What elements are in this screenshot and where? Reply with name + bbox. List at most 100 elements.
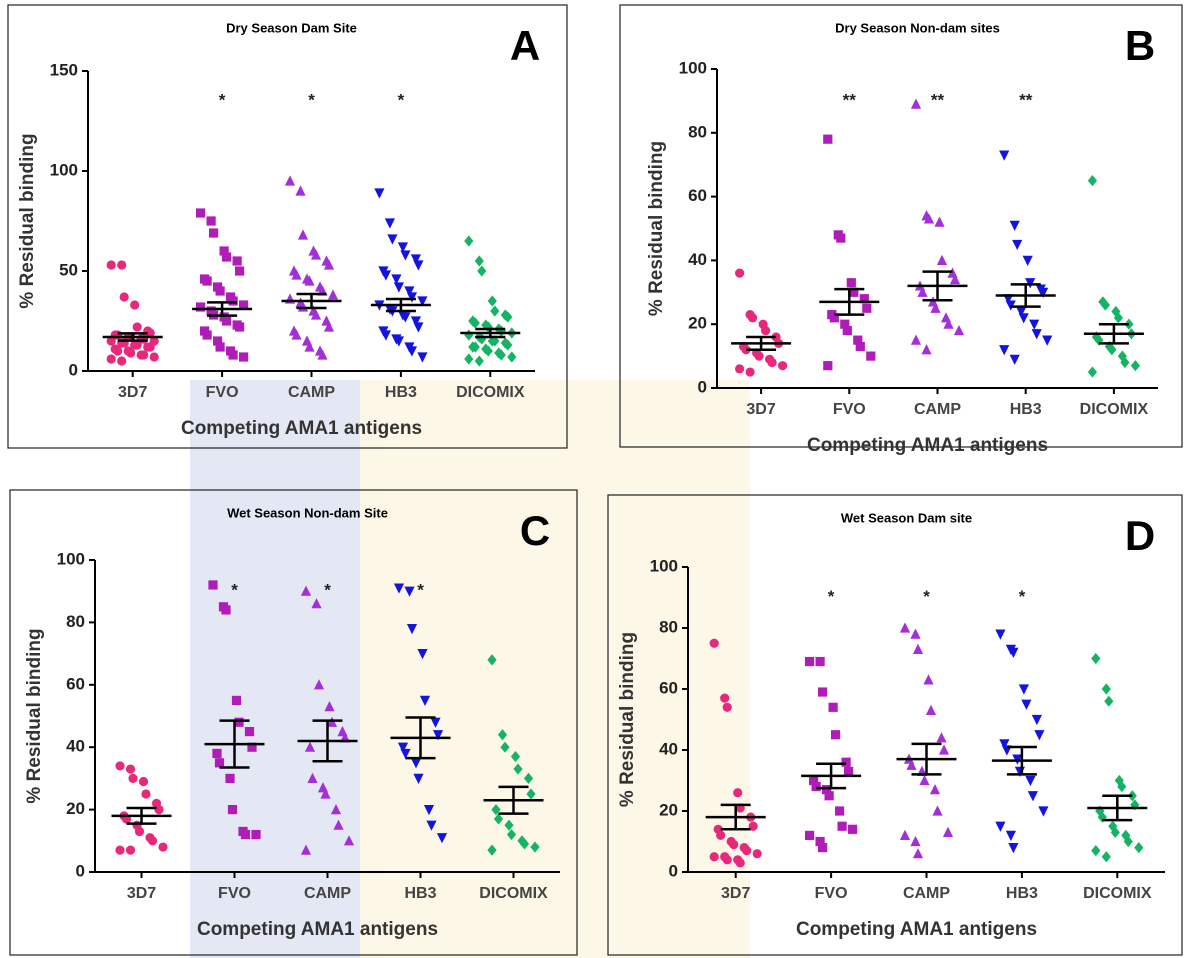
data-point xyxy=(327,289,339,300)
data-point xyxy=(862,303,872,313)
data-point xyxy=(866,351,876,361)
error-bar xyxy=(126,806,157,825)
significance: * xyxy=(417,581,424,600)
data-point xyxy=(323,321,335,332)
data-point xyxy=(1087,366,1097,378)
data-point xyxy=(222,252,232,262)
chart-title: Wet Season Dam site xyxy=(841,510,972,525)
error-bar xyxy=(117,332,148,342)
panel-frame xyxy=(619,4,1183,448)
data-point xyxy=(510,750,521,763)
data-point xyxy=(145,328,155,338)
data-point xyxy=(995,629,1006,640)
data-point xyxy=(853,335,863,345)
data-point xyxy=(240,829,251,840)
data-point xyxy=(761,325,771,336)
significance: * xyxy=(923,587,930,606)
data-point xyxy=(125,845,136,855)
data-point xyxy=(709,638,719,648)
data-point xyxy=(735,268,745,278)
significance: ** xyxy=(1019,90,1033,109)
y-tick-label: 20 xyxy=(66,799,85,818)
data-point xyxy=(209,228,219,238)
x-tick-label: 3D7 xyxy=(746,401,775,418)
y-tick-label: 150 xyxy=(50,60,78,79)
data-point xyxy=(496,349,506,361)
data-point xyxy=(311,598,322,609)
data-point xyxy=(999,150,1010,161)
data-point xyxy=(848,824,858,834)
data-point xyxy=(483,345,493,357)
data-point xyxy=(899,829,911,840)
data-point xyxy=(1005,300,1016,311)
data-point xyxy=(1130,360,1140,372)
data-point xyxy=(106,260,116,270)
error-bar xyxy=(834,287,865,316)
panel-frame xyxy=(7,4,568,449)
data-point xyxy=(942,826,954,837)
error-bar xyxy=(498,785,529,815)
data-point xyxy=(1009,220,1020,231)
data-point xyxy=(464,329,474,341)
x-tick-label: HB3 xyxy=(1010,401,1042,418)
x-tick-label: FVO xyxy=(815,885,848,902)
data-point xyxy=(239,300,249,310)
data-point xyxy=(128,773,138,784)
significance: ** xyxy=(843,90,857,109)
data-point xyxy=(487,654,497,666)
data-point xyxy=(470,341,480,353)
data-point xyxy=(921,344,932,355)
data-point xyxy=(206,216,216,226)
data-point xyxy=(716,830,726,841)
data-point xyxy=(310,249,322,260)
data-point xyxy=(417,296,428,307)
data-point xyxy=(1107,344,1117,356)
data-point xyxy=(196,208,206,218)
x-tick-label: 3D7 xyxy=(118,384,147,401)
data-point xyxy=(912,643,924,654)
data-point xyxy=(487,295,497,307)
data-point xyxy=(1087,175,1097,187)
data-point xyxy=(497,729,508,741)
data-point xyxy=(1101,851,1111,863)
y-tick-label: 80 xyxy=(659,617,678,636)
data-point xyxy=(219,246,229,256)
data-point xyxy=(384,218,395,229)
data-point xyxy=(1104,695,1114,707)
data-point xyxy=(917,286,928,297)
data-point xyxy=(222,316,232,326)
data-point xyxy=(213,336,223,346)
x-axis-title: Competing AMA1 antigens xyxy=(807,435,1048,456)
data-point xyxy=(805,656,815,667)
data-point xyxy=(251,829,261,840)
data-point xyxy=(745,367,755,377)
data-point xyxy=(938,744,950,755)
significance: * xyxy=(398,90,405,109)
x-tick-label: DICOMIX xyxy=(1080,401,1149,418)
data-point xyxy=(752,849,762,859)
y-tick-label: 80 xyxy=(688,122,707,141)
data-point xyxy=(841,757,851,767)
data-point xyxy=(855,341,865,352)
data-point xyxy=(410,316,421,327)
data-point xyxy=(1018,313,1029,324)
data-point xyxy=(859,294,869,304)
data-point xyxy=(720,693,730,703)
data-point xyxy=(846,278,856,288)
watermark-shape xyxy=(190,380,750,958)
data-point xyxy=(413,773,424,784)
x-tick-label: CAMP xyxy=(288,384,335,401)
data-point xyxy=(1042,335,1053,346)
chart-title: Dry Season Dam Site xyxy=(226,20,357,35)
panel: Dry Season Non-dam sites B Competing AMA1 … xyxy=(619,4,1183,456)
panel: Dry Season Dam Site A Competing AMA1 antig… xyxy=(7,4,568,449)
y-axis-title: % Residual binding xyxy=(646,141,667,316)
data-point xyxy=(374,188,385,199)
data-point xyxy=(932,805,943,816)
data-point xyxy=(158,842,168,852)
data-point xyxy=(778,361,788,371)
significance: * xyxy=(219,90,226,109)
data-point xyxy=(754,351,764,361)
data-point xyxy=(910,835,921,847)
data-point xyxy=(400,312,411,323)
